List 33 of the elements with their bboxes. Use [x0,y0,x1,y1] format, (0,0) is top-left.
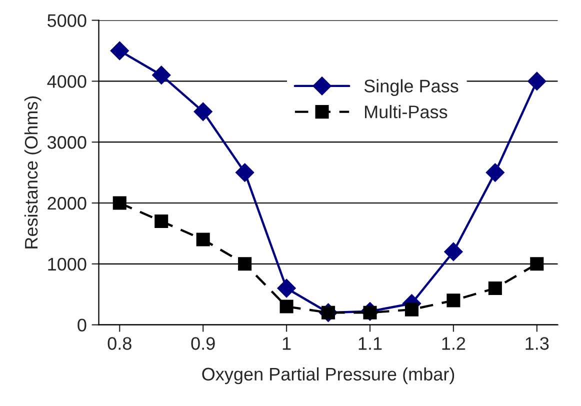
legend-label: Single Pass [364,79,458,96]
y-tick-label: 0 [78,318,86,332]
point [194,102,212,122]
point [486,163,505,182]
point [488,281,502,296]
point [277,278,296,298]
x-tick-label: 0.8 [108,337,132,350]
x-tick-label: 1 [282,337,291,350]
point [530,257,544,271]
x-tick-label: 1.1 [358,337,382,350]
y-tick-label: 1000 [48,258,86,271]
x-axis-title: Oxygen Partial Pressure (mbar) [202,367,454,384]
point [238,257,252,271]
legend-label: Multi-Pass [365,105,448,118]
point [196,232,210,246]
y-tick-label: 5000 [48,14,86,28]
point [404,302,418,316]
y-tick-label: 2000 [48,196,86,210]
y-axis-title: Resistance (Ohms) [24,96,42,248]
point [235,163,254,182]
point [528,72,546,91]
point [154,214,168,228]
point [280,300,294,314]
point [152,66,171,84]
y-tick-label: 4000 [47,75,86,88]
x-tick-label: 1.3 [526,337,549,350]
point [110,41,129,60]
x-tick-label: 1.2 [442,337,466,350]
point [112,196,126,210]
y-tick-label: 3000 [47,136,86,149]
point [446,294,460,308]
x-tick-label: 0.9 [191,337,215,350]
point [444,242,463,262]
